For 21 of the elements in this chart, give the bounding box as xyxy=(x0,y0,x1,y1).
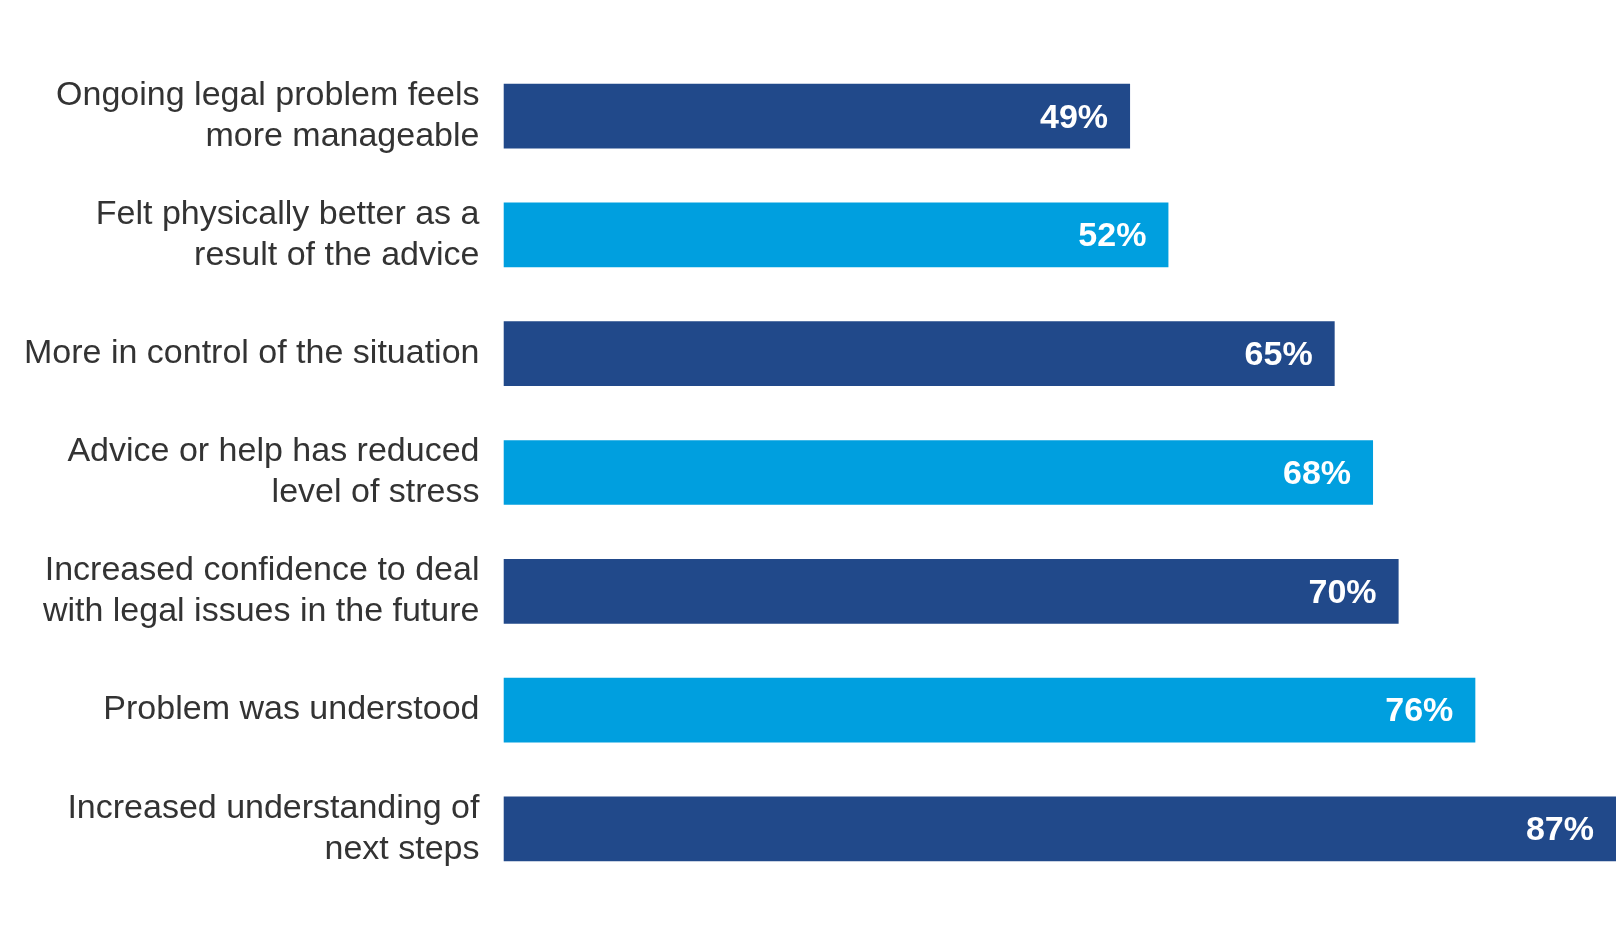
y-tick-label: Felt physically better as a result of the advice xyxy=(95,192,480,272)
y-tick-label: Increased confidence to deal with legal issues in the future xyxy=(41,549,480,629)
bar xyxy=(503,83,1131,149)
data-label: 68% xyxy=(1282,452,1352,491)
bar xyxy=(503,796,1616,862)
data-label: 52% xyxy=(1078,215,1147,254)
y-tick-label: Problem was understood xyxy=(103,688,480,727)
data-label: 76% xyxy=(1385,690,1454,729)
y-tick-label: More in control of the situation xyxy=(24,332,480,371)
data-label: 70% xyxy=(1308,571,1377,610)
y-tick-label: Increased understanding of next steps xyxy=(67,786,481,866)
bar xyxy=(503,558,1399,624)
data-label: 87% xyxy=(1525,809,1594,848)
y-tick-label: Ongoing legal problem feels more manageable xyxy=(56,74,480,153)
bar xyxy=(503,440,1374,505)
bar xyxy=(503,321,1335,387)
y-tick-label: Advice or help has reduced level of stress xyxy=(67,430,480,510)
data-label: 65% xyxy=(1244,334,1313,373)
data-label: 49% xyxy=(1040,96,1109,135)
bar xyxy=(503,677,1476,743)
bar xyxy=(503,202,1169,268)
